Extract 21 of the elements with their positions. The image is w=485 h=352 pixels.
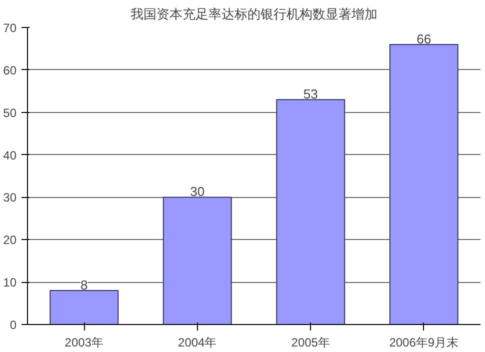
chart-title: 我国资本充足率达标的银行机构数显著增加	[130, 6, 378, 22]
y-tick-label: 40	[3, 148, 17, 162]
y-tick-label: 0	[10, 318, 17, 332]
bar	[162, 196, 232, 324]
bar	[276, 99, 346, 324]
y-tick-label: 60	[3, 63, 17, 78]
y-tick-label: 50	[3, 106, 17, 120]
bar	[50, 290, 119, 324]
y-tick-label: 10	[3, 276, 17, 290]
bar	[389, 44, 458, 324]
y-tick-label: 20	[3, 233, 17, 248]
data-label: 8	[80, 278, 88, 293]
y-tick-label: 30	[3, 190, 17, 205]
y-tick-label: 70	[3, 21, 17, 35]
data-label: 53	[303, 86, 318, 102]
data-label: 30	[190, 184, 205, 200]
x-tick-label: 2003年	[64, 336, 104, 350]
x-tick-label: 2005年	[291, 336, 330, 350]
x-tick-label: 2006年9月末	[389, 336, 459, 350]
x-tick-label: 2004年	[178, 336, 217, 350]
data-label: 66	[416, 31, 432, 46]
